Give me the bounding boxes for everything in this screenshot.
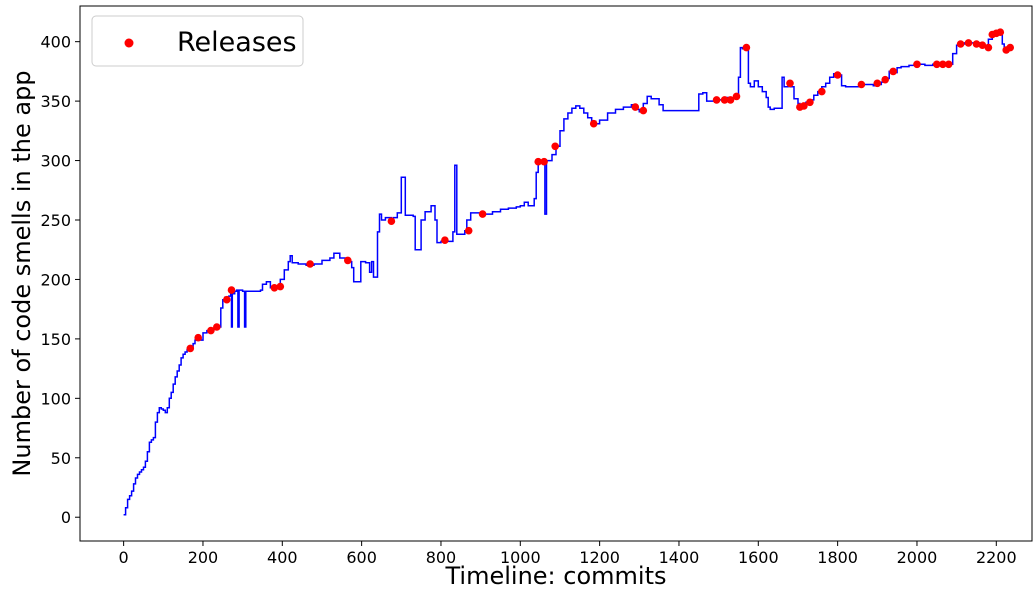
release-marker: [276, 282, 285, 291]
y-tick-label: 150: [40, 330, 71, 349]
release-marker-layer: [186, 28, 1014, 353]
legend: Releases: [91, 15, 304, 67]
legend-label-releases: Releases: [177, 27, 297, 58]
x-tick-label: 1400: [659, 548, 700, 567]
release-marker: [889, 67, 897, 76]
x-tick-label: 2200: [976, 548, 1017, 567]
x-tick-label: 400: [267, 548, 298, 567]
x-axis-ticks: 0 200 400 600 800 1000 1200 1400 1600 1800 2000 220…: [119, 541, 1017, 567]
release-marker: [732, 92, 741, 101]
release-marker: [441, 236, 449, 244]
x-tick-label: 1200: [579, 548, 620, 567]
y-tick-label: 250: [40, 211, 71, 230]
release-marker: [227, 286, 236, 294]
release-marker: [1006, 43, 1014, 52]
release-marker: [742, 43, 751, 52]
x-axis-label: Timeline: commits: [445, 562, 667, 590]
release-marker: [207, 326, 215, 335]
release-marker: [913, 60, 921, 69]
release-marker: [589, 119, 598, 128]
release-marker: [712, 96, 721, 104]
release-marker: [551, 142, 559, 151]
release-marker: [540, 157, 548, 166]
release-marker: [972, 40, 981, 48]
release-marker: [881, 75, 889, 84]
x-tick-label: 2000: [897, 548, 938, 567]
release-marker: [800, 102, 808, 110]
y-tick-label: 300: [40, 152, 71, 171]
x-tick-label: 1000: [500, 548, 541, 567]
release-marker: [726, 96, 735, 104]
release-marker: [387, 217, 396, 225]
plot-frame: [79, 5, 1033, 542]
release-marker: [306, 260, 314, 268]
release-marker: [964, 39, 973, 47]
release-marker: [464, 226, 473, 235]
plot-area: [123, 28, 1014, 516]
release-marker: [956, 40, 965, 48]
y-tick-label: 400: [40, 33, 71, 52]
release-marker: [639, 106, 648, 115]
release-marker: [873, 79, 882, 88]
release-marker: [720, 96, 729, 104]
release-marker: [933, 60, 941, 69]
release-marker: [833, 71, 842, 79]
release-marker: [344, 256, 352, 265]
release-marker: [818, 87, 826, 96]
release-marker: [857, 80, 866, 89]
release-marker: [944, 60, 953, 69]
x-tick-label: 800: [426, 548, 457, 567]
x-tick-label: 200: [188, 548, 219, 567]
y-tick-label: 100: [40, 389, 71, 408]
release-marker: [270, 284, 279, 292]
y-axis-label: Number of code smells in the app: [8, 70, 36, 476]
x-tick-label: 600: [346, 548, 377, 567]
release-marker: [186, 344, 195, 353]
release-marker: [939, 60, 947, 69]
release-marker: [786, 79, 794, 88]
y-tick-label: 350: [40, 92, 71, 111]
release-marker: [213, 323, 221, 331]
release-marker: [534, 157, 542, 166]
release-marker: [978, 41, 987, 49]
release-marker: [996, 28, 1005, 36]
y-tick-label: 50: [51, 449, 71, 468]
x-tick-label: 0: [119, 548, 129, 567]
release-marker: [194, 333, 202, 342]
release-marker: [806, 98, 814, 107]
release-marker: [631, 103, 640, 111]
x-tick-label: 1800: [817, 548, 858, 567]
release-marker: [984, 43, 993, 52]
y-axis-ticks: 0 50 100 150 200 250 300 350 400: [40, 33, 80, 527]
x-tick-label: 1600: [738, 548, 779, 567]
legend-box: [91, 15, 304, 67]
y-tick-label: 0: [61, 508, 71, 527]
y-tick-label: 200: [40, 270, 71, 289]
release-marker: [223, 295, 231, 304]
legend-marker-releases: [124, 38, 134, 48]
release-marker: [478, 210, 487, 218]
